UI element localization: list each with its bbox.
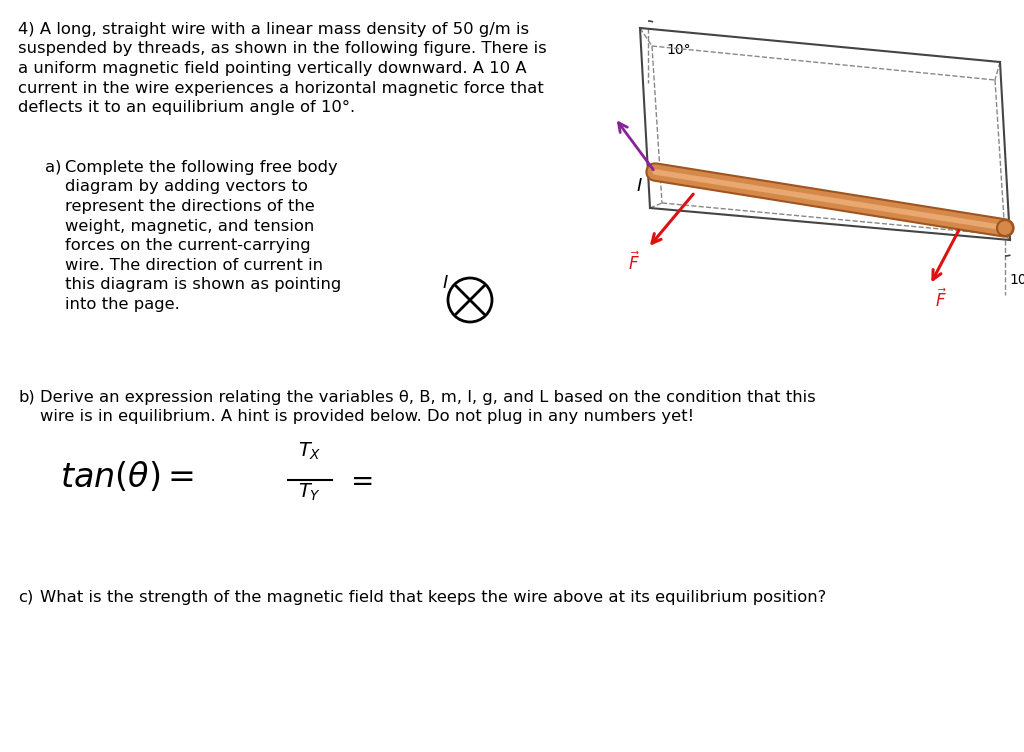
Text: $T_Y$: $T_Y$ (298, 482, 322, 503)
Text: this diagram is shown as pointing: this diagram is shown as pointing (65, 277, 341, 292)
Text: c): c) (18, 590, 34, 605)
Text: diagram by adding vectors to: diagram by adding vectors to (65, 180, 308, 195)
Text: $\vec{F}$: $\vec{F}$ (629, 252, 640, 274)
Circle shape (997, 220, 1013, 236)
Text: forces on the current-carrying: forces on the current-carrying (65, 238, 310, 253)
Text: weight, magnetic, and tension: weight, magnetic, and tension (65, 219, 314, 234)
Text: 4) A long, straight wire with a linear mass density of 50 g/m is: 4) A long, straight wire with a linear m… (18, 22, 529, 37)
Text: $T_X$: $T_X$ (298, 441, 322, 462)
Text: $I$: $I$ (636, 177, 643, 195)
Text: a uniform magnetic field pointing vertically downward. A 10 A: a uniform magnetic field pointing vertic… (18, 61, 526, 76)
Text: Derive an expression relating the variables θ, B, m, I, g, and L based on the co: Derive an expression relating the variab… (40, 390, 816, 405)
Text: What is the strength of the magnetic field that keeps the wire above at its equi: What is the strength of the magnetic fie… (40, 590, 826, 605)
Text: current in the wire experiences a horizontal magnetic force that: current in the wire experiences a horizo… (18, 80, 544, 96)
Text: wire. The direction of current in: wire. The direction of current in (65, 257, 323, 272)
Text: into the page.: into the page. (65, 296, 180, 311)
Text: a): a) (45, 160, 61, 175)
Text: $I$: $I$ (442, 274, 449, 292)
Text: $=$: $=$ (345, 466, 373, 494)
Text: b): b) (18, 390, 35, 405)
Text: deflects it to an equilibrium angle of 10°.: deflects it to an equilibrium angle of 1… (18, 100, 355, 115)
Text: represent the directions of the: represent the directions of the (65, 199, 314, 214)
Text: Complete the following free body: Complete the following free body (65, 160, 338, 175)
Text: suspended by threads, as shown in the following figure. There is: suspended by threads, as shown in the fo… (18, 41, 547, 56)
Text: wire is in equilibrium. A hint is provided below. Do not plug in any numbers yet: wire is in equilibrium. A hint is provid… (40, 410, 694, 424)
Text: $\it{tan}(\theta) =$: $\it{tan}(\theta) =$ (60, 460, 194, 494)
Text: 10°: 10° (1009, 273, 1024, 287)
Text: $\vec{F}$: $\vec{F}$ (935, 289, 947, 311)
Text: 10°: 10° (666, 43, 690, 57)
